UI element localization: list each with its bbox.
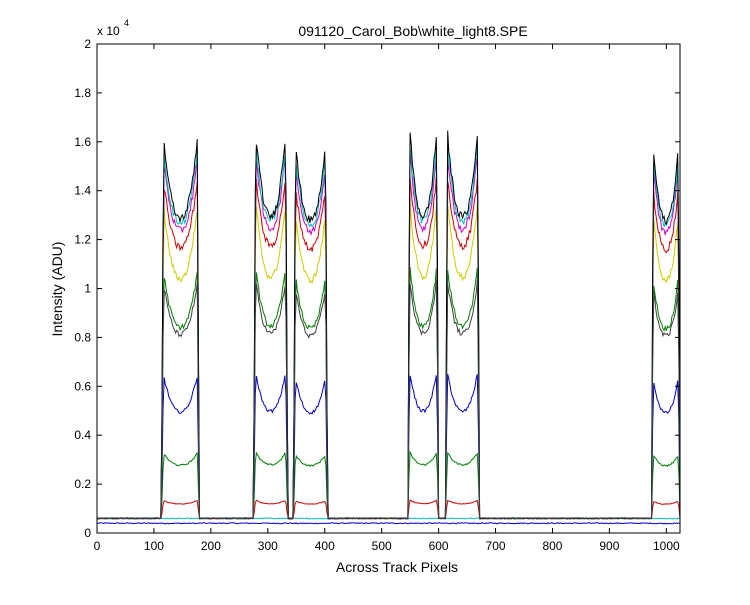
x-tick-label: 800	[542, 539, 562, 553]
x-axis-label: Across Track Pixels	[336, 559, 458, 575]
y-tick-label: 0.4	[74, 428, 91, 442]
y-tick-label: 1.8	[74, 86, 91, 100]
y-tick-label: 2	[84, 37, 91, 51]
y-axis-exponent-base: x 10	[97, 24, 120, 38]
x-tick-label: 500	[372, 539, 392, 553]
x-tick-label: 100	[144, 539, 164, 553]
plot-area	[97, 44, 680, 533]
x-tick-label: 300	[258, 539, 278, 553]
x-tick-label: 400	[315, 539, 335, 553]
y-tick-label: 1.2	[74, 233, 91, 247]
x-tick-label: 700	[486, 539, 506, 553]
x-tick-label: 1000	[653, 539, 680, 553]
x-tick-label: 900	[599, 539, 619, 553]
chart-title: 091120_Carol_Bob\white_light8.SPE	[298, 23, 527, 39]
y-tick-label: 1.4	[74, 184, 91, 198]
x-tick-label: 200	[201, 539, 221, 553]
y-tick-label: 0.2	[74, 477, 91, 491]
series-line-11	[96, 279, 681, 520]
x-tick-label: 600	[429, 539, 449, 553]
y-axis-ticks: 0 0.2 0.4 0.6 0.8 1 1.2 1.4 1.6 1.8 2	[74, 37, 680, 540]
y-tick-label: 1	[84, 282, 91, 296]
x-tick-label: 0	[94, 539, 101, 553]
y-tick-label: 1.6	[74, 135, 91, 149]
series-line-0	[96, 522, 681, 525]
y-axis-label: Intensity (ADU)	[49, 242, 65, 337]
y-tick-label: 0.8	[74, 330, 91, 344]
y-axis-exponent-power: 4	[124, 18, 129, 28]
x-axis-ticks: 0 100 200 300 400 500 600 700 800 900 1000	[94, 44, 680, 553]
series-layer	[96, 130, 681, 525]
y-tick-label: 0	[84, 526, 91, 540]
y-tick-label: 0.6	[74, 379, 91, 393]
